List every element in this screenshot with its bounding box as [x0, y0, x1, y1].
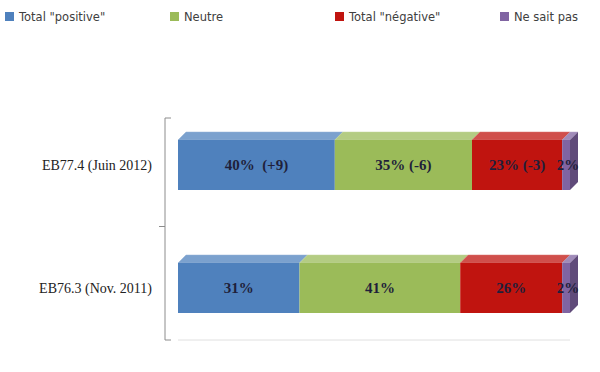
bar-top-face — [178, 132, 343, 140]
bar — [178, 140, 335, 190]
bar-top-face — [178, 255, 308, 263]
legend-label: Ne sait pas — [514, 10, 578, 24]
category-axis — [159, 118, 171, 340]
bar-top-face — [460, 255, 570, 263]
bar — [460, 263, 562, 313]
legend-label: Total "négative" — [348, 10, 440, 24]
axis-line — [165, 118, 166, 340]
axis-tick — [165, 340, 171, 341]
legend-label: Neutre — [184, 10, 223, 24]
category-label: EB77.4 (Juin 2012) — [42, 158, 152, 174]
bar-top-face — [335, 132, 480, 140]
legend-swatch — [5, 12, 14, 21]
bars — [178, 132, 578, 313]
legend-swatch — [170, 12, 179, 21]
data-label: 35% (-6) — [375, 157, 431, 174]
data-label: 2% — [557, 280, 580, 296]
data-labels: 40% (+9) 35% (-6) 23% (-3) 2% 31% 41% 26% 2% — [224, 157, 580, 296]
value-axis-line — [178, 340, 570, 341]
bar-top-face — [472, 132, 570, 140]
axis-tick — [159, 226, 165, 227]
bar — [178, 263, 300, 313]
data-label: 23% (-3) — [489, 157, 545, 174]
legend-swatch — [500, 12, 509, 21]
bar — [472, 140, 562, 190]
bar — [300, 263, 461, 313]
chart-container: Total "positive" Neutre Total "négative" Ne… — [0, 0, 600, 372]
bar-top-face — [300, 255, 469, 263]
bar — [335, 140, 472, 190]
legend-label: Total "positive" — [18, 10, 105, 24]
data-label: 40% (+9) — [225, 157, 289, 174]
legend: Total "positive" Neutre Total "négative" Ne… — [5, 10, 578, 24]
axis-tick — [165, 118, 171, 119]
data-label: 41% — [365, 280, 395, 296]
legend-swatch — [335, 12, 344, 21]
data-label: 2% — [557, 157, 580, 173]
data-label: 26% — [496, 280, 526, 296]
chart-svg: Total "positive" Neutre Total "négative" Ne… — [0, 0, 600, 372]
data-label: 31% — [224, 280, 254, 296]
category-label: EB76.3 (Nov. 2011) — [39, 281, 152, 297]
